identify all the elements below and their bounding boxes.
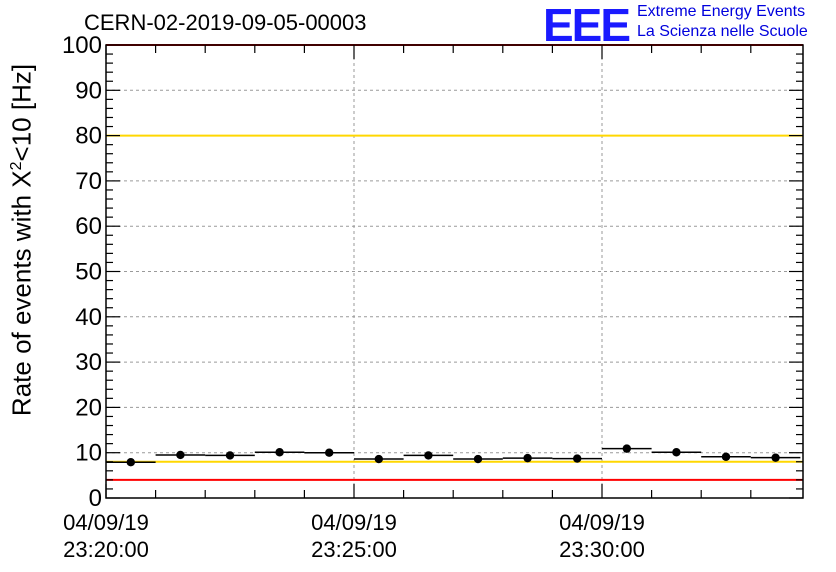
y-tick-label: 90 xyxy=(75,77,102,104)
logo-line-1: Extreme Energy Events xyxy=(637,3,806,20)
x-tick-date: 04/09/19 xyxy=(63,510,149,535)
grid-lines xyxy=(106,45,803,498)
y-axis-label-prefix: Rate of events with X xyxy=(6,170,37,417)
x-tick-time: 23:25:00 xyxy=(311,537,397,562)
data-point xyxy=(473,454,483,464)
eee-logo: EEE xyxy=(543,0,631,51)
reference-lines xyxy=(106,44,803,481)
data-point xyxy=(721,452,731,461)
x-tick-label: 04/09/19 23:30:00 xyxy=(559,509,645,563)
data-point xyxy=(622,444,631,453)
x-tick-label: 04/09/19 23:20:00 xyxy=(63,509,149,563)
y-tick-label: 60 xyxy=(75,213,102,240)
x-tick-date: 04/09/19 xyxy=(311,510,397,535)
y-axis-label-suffix: <10 [Hz] xyxy=(6,63,37,162)
logo-line-2: La Scienza nelle Scuole xyxy=(637,23,808,40)
axes xyxy=(105,44,804,499)
chart-title: CERN-02-2019-09-05-00003 xyxy=(84,10,367,35)
x-tick-label: 04/09/19 23:25:00 xyxy=(311,509,397,563)
x-tick-time: 23:30:00 xyxy=(559,537,645,562)
data-point xyxy=(672,448,681,457)
data-point xyxy=(374,454,383,464)
data-point xyxy=(523,453,532,463)
data-point xyxy=(275,448,284,457)
y-tick-label: 100 xyxy=(62,32,102,59)
y-tick-label: 40 xyxy=(75,304,102,331)
data-point xyxy=(573,454,582,463)
y-axis-label: Rate of events with X2<10 [Hz] xyxy=(7,64,38,416)
data-point xyxy=(424,451,433,460)
x-tick-time: 23:20:00 xyxy=(63,537,149,562)
y-tick-label: 0 xyxy=(89,485,102,512)
y-tick-label: 20 xyxy=(75,394,102,421)
y-tick-label: 70 xyxy=(75,168,102,195)
y-tick-label: 50 xyxy=(75,259,102,286)
y-axis-label-sup: 2 xyxy=(7,161,25,171)
y-tick-labels: 0 10 20 30 40 50 60 70 80 90 100 xyxy=(62,32,102,512)
data-points xyxy=(106,444,801,467)
y-tick-label: 30 xyxy=(75,349,102,376)
x-tick-date: 04/09/19 xyxy=(559,510,645,535)
data-point xyxy=(176,450,185,460)
data-point xyxy=(771,453,780,462)
y-tick-label: 10 xyxy=(75,440,102,467)
data-point xyxy=(325,448,334,457)
data-point xyxy=(126,458,135,467)
y-tick-label: 80 xyxy=(75,123,102,150)
data-point xyxy=(225,451,235,460)
